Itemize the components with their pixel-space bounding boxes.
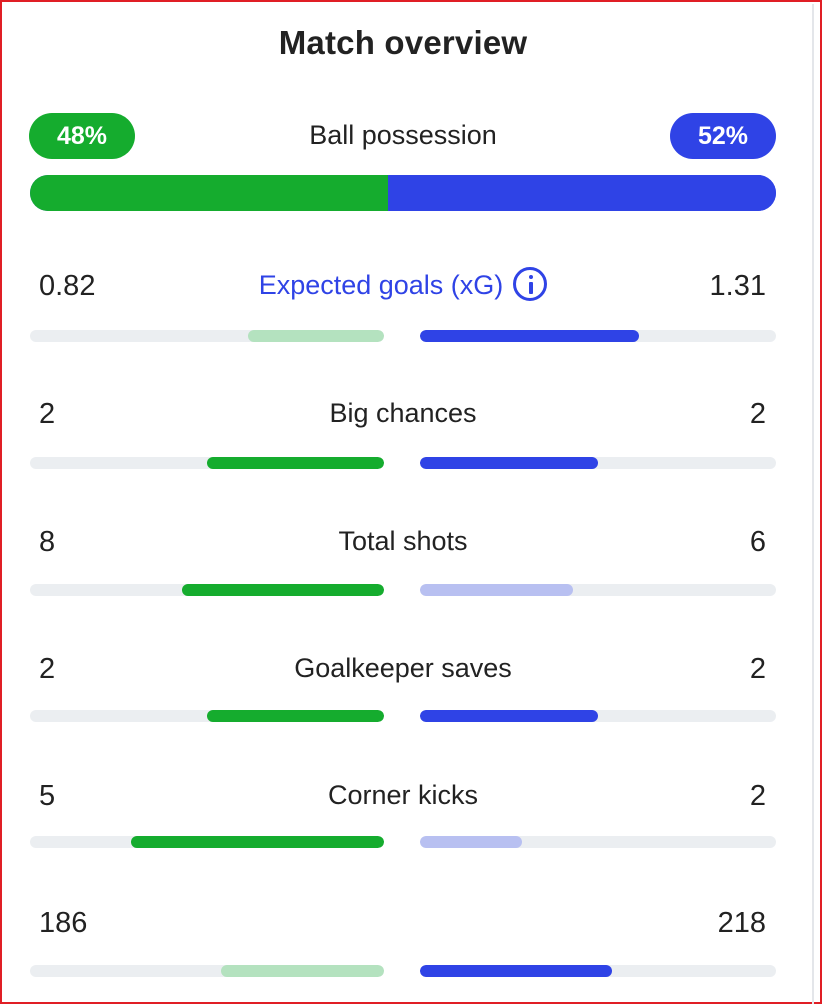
stat-label: Big chances	[329, 398, 477, 428]
stat-home-track	[30, 710, 384, 722]
away-possession-pill: 52%	[670, 113, 776, 159]
stat-away-bar	[420, 330, 639, 342]
stat-row: 186 218	[2, 907, 804, 1007]
stat-label: Goalkeeper saves	[294, 653, 512, 683]
stat-home-track	[30, 330, 384, 342]
stat-label: Total shots	[338, 526, 468, 556]
stat-home-track	[30, 965, 384, 977]
stat-home-value: 0.82	[39, 270, 96, 302]
stat-away-value: 6	[749, 526, 766, 558]
possession-label: Ball possession	[309, 120, 497, 150]
stat-away-track	[420, 965, 776, 977]
stat-home-track	[30, 457, 384, 469]
stat-away-value: 218	[717, 907, 766, 939]
panel-divider	[812, 4, 814, 1004]
stat-away-bar	[420, 710, 598, 722]
stat-row: 5 Corner kicks 2	[2, 780, 804, 880]
stat-away-value: 1.31	[709, 270, 766, 302]
info-icon[interactable]	[513, 267, 548, 301]
home-possession-pill: 48%	[29, 113, 135, 159]
panel-title: Match overview	[278, 24, 528, 61]
stat-row: 2 Big chances 2	[2, 398, 804, 498]
stat-away-value: 2	[749, 780, 766, 812]
stat-away-track	[420, 710, 776, 722]
away-possession-fill	[388, 175, 776, 211]
stat-home-bar	[221, 965, 384, 977]
stat-home-bar	[207, 457, 384, 469]
stat-label-text[interactable]: Expected goals (xG)	[258, 270, 504, 301]
stat-row: 2 Goalkeeper saves 2	[2, 653, 804, 753]
stat-home-value: 5	[39, 780, 56, 812]
stat-away-value: 2	[749, 398, 766, 430]
stat-home-track	[30, 836, 384, 848]
stat-row: 8 Total shots 6	[2, 526, 804, 626]
stat-away-track	[420, 330, 776, 342]
possession-bar	[30, 175, 776, 211]
stat-home-bar	[207, 710, 384, 722]
stat-away-bar	[420, 457, 598, 469]
stat-home-bar	[247, 330, 384, 342]
stat-home-value: 8	[39, 526, 56, 558]
stat-label: Corner kicks	[327, 780, 479, 810]
stat-home-value: 186	[39, 907, 88, 939]
stat-away-bar	[420, 965, 613, 977]
stat-home-bar	[181, 584, 384, 596]
stat-away-track	[420, 584, 776, 596]
stat-home-value: 2	[39, 398, 56, 430]
stat-label[interactable]: Expected goals (xG)	[152, 267, 654, 304]
stat-home-track	[30, 584, 384, 596]
stat-away-value: 2	[749, 653, 766, 685]
stat-home-value: 2	[39, 653, 56, 685]
stat-away-track	[420, 836, 776, 848]
stat-away-bar	[420, 584, 573, 596]
stat-home-bar	[131, 836, 384, 848]
stat-away-track	[420, 457, 776, 469]
stat-row: 0.82 Expected goals (xG) 1.31	[2, 267, 804, 370]
stat-away-bar	[420, 836, 522, 848]
home-possession-fill	[30, 175, 389, 211]
